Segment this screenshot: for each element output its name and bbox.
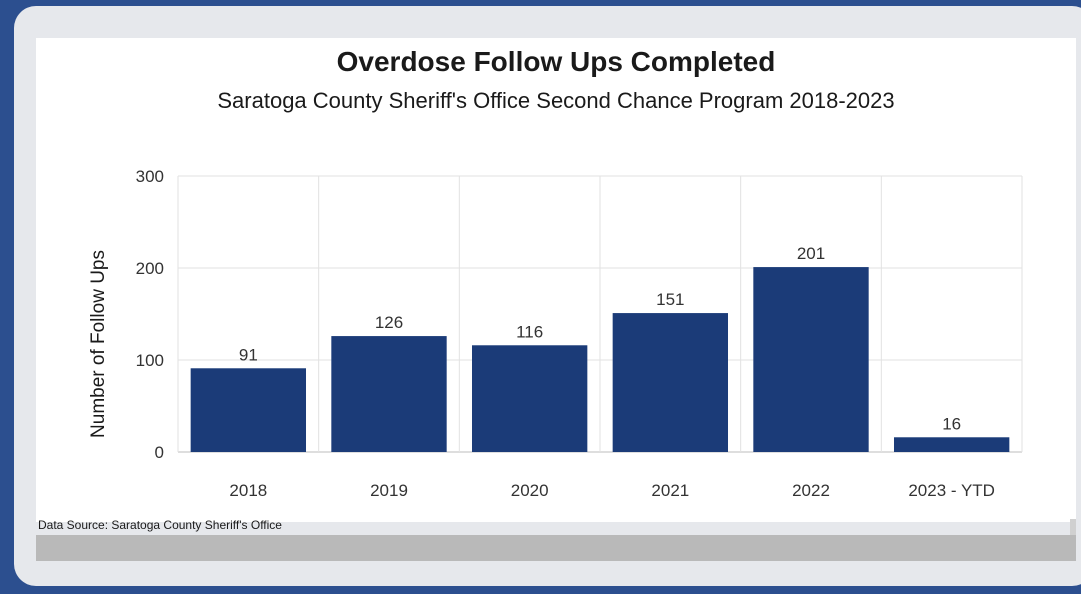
y-tick-label: 300 (136, 167, 164, 186)
chart-panel: Overdose Follow Ups Completed Saratoga C… (36, 38, 1076, 532)
bar-2019 (331, 336, 447, 452)
bar-2022 (753, 267, 869, 452)
x-tick-label: 2020 (511, 481, 549, 500)
y-tick-label: 200 (136, 259, 164, 278)
horizontal-scrollbar[interactable] (36, 519, 1076, 561)
bar-2021 (612, 313, 729, 452)
bar-2023-ytd (893, 437, 1010, 452)
bar-2018 (190, 368, 307, 452)
bar-data-label: 91 (239, 345, 258, 364)
x-tick-label: 2022 (792, 481, 830, 500)
bar-data-label: 16 (942, 414, 961, 433)
bars-layer (190, 267, 1010, 452)
bar-chart: 0 100 200 300 91 2018 126 2019 116 2020 151 2021 201… (88, 167, 1023, 500)
y-axis-title: Number of Follow Ups (88, 250, 109, 438)
data-source-note: Data Source: Saratoga County Sheriff's O… (38, 518, 282, 532)
bar-data-label: 151 (656, 290, 684, 309)
y-tick-label: 0 (155, 443, 164, 462)
chart-subtitle: Saratoga County Sheriff's Office Second … (217, 88, 895, 113)
bar-data-label: 126 (375, 313, 403, 332)
bar-data-label: 201 (797, 244, 825, 263)
bar-2020 (471, 345, 588, 452)
scrollbar-nub[interactable] (1070, 519, 1076, 535)
labels-layer: 0 100 200 300 91 2018 126 2019 116 2020 151 2021 201… (136, 167, 995, 500)
x-tick-label: 2019 (370, 481, 408, 500)
x-tick-label: 2023 - YTD (908, 481, 995, 500)
y-tick-label: 100 (136, 351, 164, 370)
x-tick-label: 2021 (651, 481, 689, 500)
bar-data-label: 116 (516, 322, 543, 341)
x-tick-label: 2018 (229, 481, 267, 500)
grid-layer (177, 175, 1023, 453)
chart-title: Overdose Follow Ups Completed (336, 46, 776, 77)
